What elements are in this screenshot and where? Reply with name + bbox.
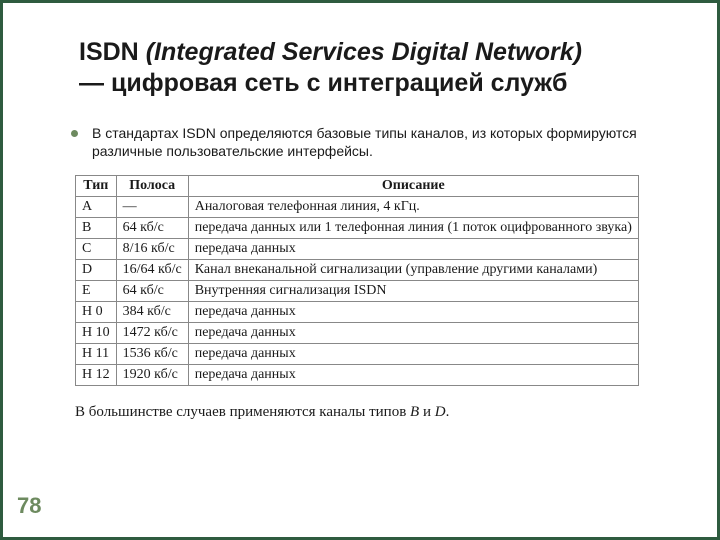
cell-type: B (76, 218, 117, 239)
intro-bullet: В стандартах ISDN определяются базовые т… (71, 124, 677, 162)
page-number: 78 (17, 493, 41, 519)
cell-type: E (76, 281, 117, 302)
title-dash: — (79, 69, 104, 97)
cell-desc: передача данных (188, 302, 638, 323)
slide-frame: ISDN (Integrated Services Digital Networ… (0, 0, 720, 540)
cell-type: C (76, 239, 117, 260)
slide-title: ISDN (Integrated Services Digital Networ… (79, 37, 669, 100)
cell-band: 16/64 кб/с (116, 260, 188, 281)
cell-desc: передача данных или 1 телефонная линия (… (188, 218, 638, 239)
channels-table: Тип Полоса Описание A—Аналоговая телефон… (75, 175, 639, 386)
cell-type: H 10 (76, 323, 117, 344)
table-row: C8/16 кб/спередача данных (76, 239, 639, 260)
col-desc: Описание (188, 176, 638, 197)
table-header-row: Тип Полоса Описание (76, 176, 639, 197)
cell-desc: передача данных (188, 344, 638, 365)
table-row: H 0384 кб/спередача данных (76, 302, 639, 323)
cell-type: H 12 (76, 365, 117, 386)
note-b: B (410, 404, 419, 420)
table-row: A—Аналоговая телефонная линия, 4 кГц. (76, 197, 639, 218)
title-abbr: ISDN (79, 38, 139, 66)
cell-band: 64 кб/с (116, 281, 188, 302)
cell-desc: Аналоговая телефонная линия, 4 кГц. (188, 197, 638, 218)
intro-text: В стандартах ISDN определяются базовые т… (92, 124, 677, 162)
cell-band: 1472 кб/с (116, 323, 188, 344)
cell-band: — (116, 197, 188, 218)
cell-band: 64 кб/с (116, 218, 188, 239)
title-expansion: (Integrated Services Digital Network) (146, 38, 582, 66)
note-prefix: В большинстве случаев применяются каналы… (75, 404, 410, 420)
note-d: D (435, 404, 446, 420)
col-type: Тип (76, 176, 117, 197)
table-row: H 121920 кб/спередача данных (76, 365, 639, 386)
table-row: B64 кб/спередача данных или 1 телефонная… (76, 218, 639, 239)
table-row: H 111536 кб/спередача данных (76, 344, 639, 365)
table-row: D16/64 кб/сКанал внеканальной сигнализац… (76, 260, 639, 281)
note-suffix: . (446, 404, 450, 420)
cell-type: A (76, 197, 117, 218)
cell-band: 384 кб/с (116, 302, 188, 323)
cell-band: 1920 кб/с (116, 365, 188, 386)
table-row: H 101472 кб/спередача данных (76, 323, 639, 344)
cell-type: H 0 (76, 302, 117, 323)
cell-type: D (76, 260, 117, 281)
cell-desc: передача данных (188, 239, 638, 260)
cell-desc: Канал внеканальной сигнализации (управле… (188, 260, 638, 281)
cell-band: 8/16 кб/с (116, 239, 188, 260)
cell-desc: передача данных (188, 365, 638, 386)
title-rest: цифровая сеть с интеграцией служб (111, 69, 568, 97)
note-and: и (419, 404, 435, 420)
footnote: В большинстве случаев применяются каналы… (75, 404, 689, 421)
cell-desc: Внутренняя сигнализация ISDN (188, 281, 638, 302)
table-row: E64 кб/сВнутренняя сигнализация ISDN (76, 281, 639, 302)
cell-band: 1536 кб/с (116, 344, 188, 365)
bullet-icon (71, 130, 78, 137)
col-band: Полоса (116, 176, 188, 197)
table-body: A—Аналоговая телефонная линия, 4 кГц.B64… (76, 197, 639, 386)
cell-type: H 11 (76, 344, 117, 365)
cell-desc: передача данных (188, 323, 638, 344)
